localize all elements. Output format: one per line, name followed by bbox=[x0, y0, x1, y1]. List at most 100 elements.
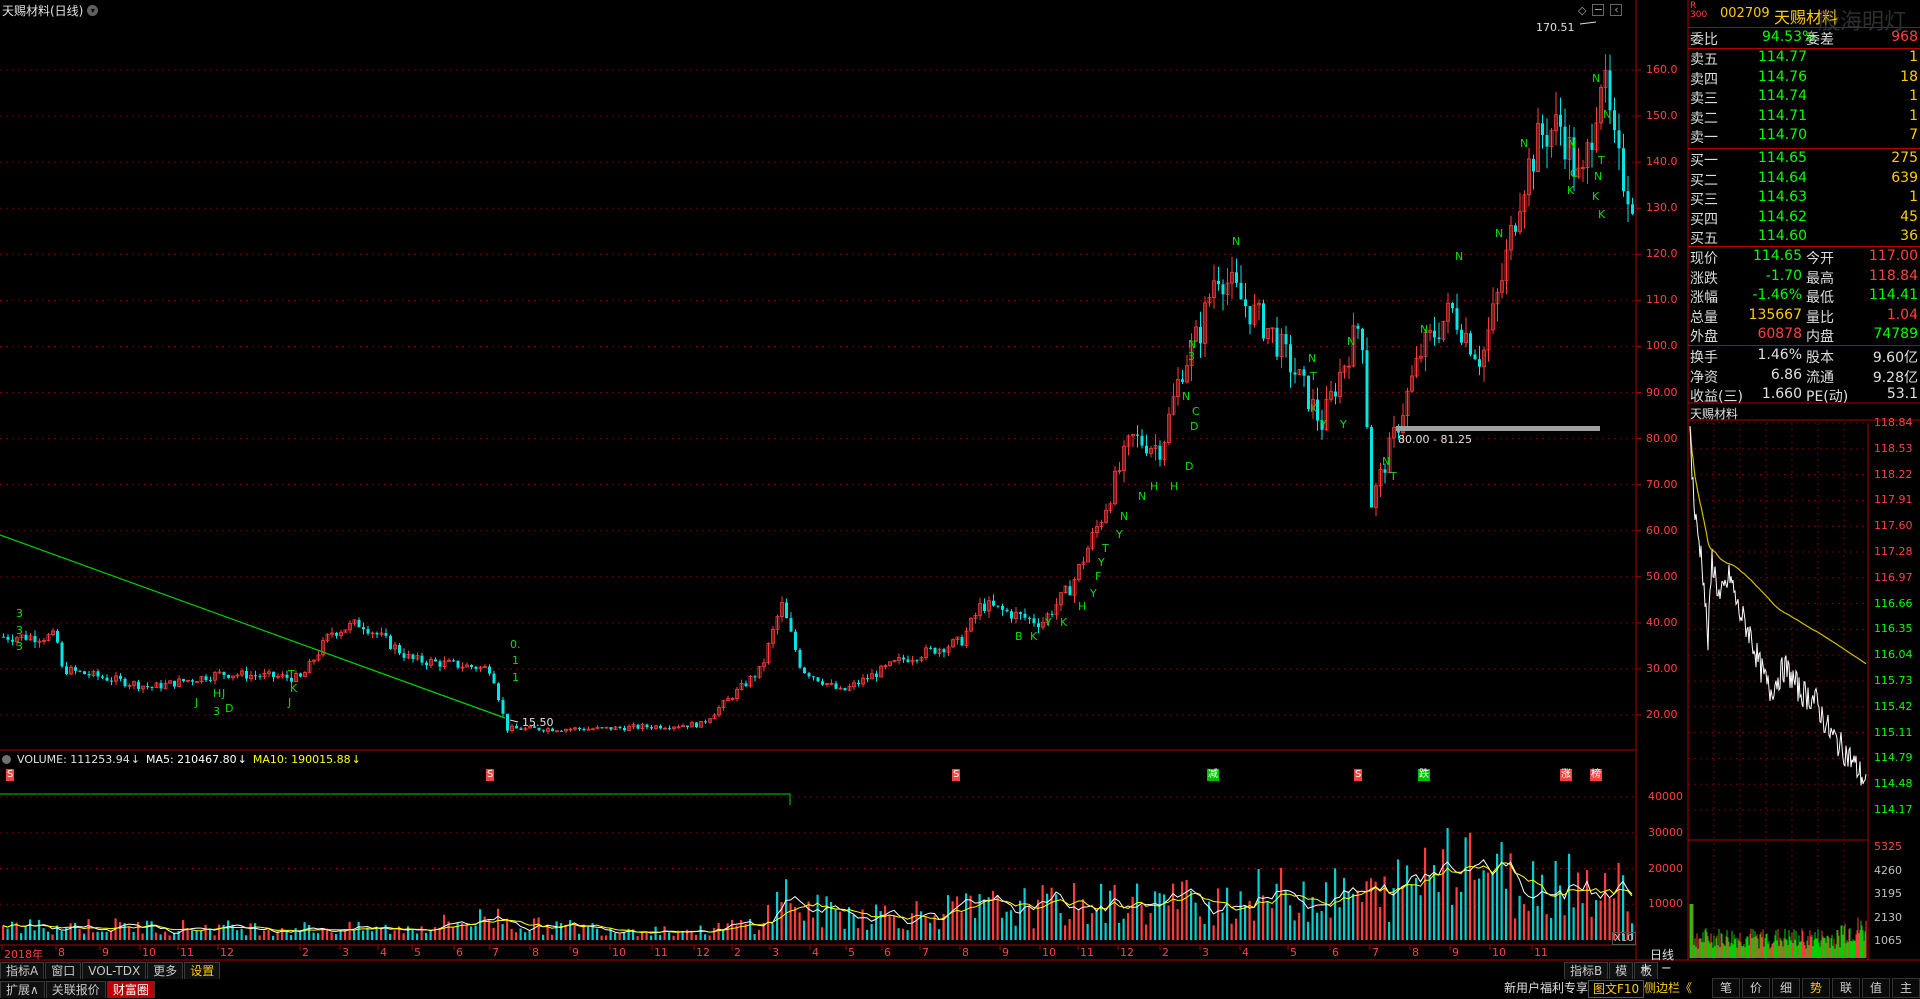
volume-bar bbox=[1518, 895, 1521, 940]
order-row[interactable]: 买五 114.60 36 bbox=[1688, 227, 1920, 247]
tab-vol-tdx[interactable]: VOL-TDX bbox=[82, 961, 147, 979]
high-price-label: 170.51 bbox=[1536, 21, 1575, 34]
volume-bar bbox=[690, 930, 693, 940]
candle-body bbox=[1014, 611, 1018, 619]
order-row[interactable]: 买二 114.64 639 bbox=[1688, 169, 1920, 189]
trend-line[interactable] bbox=[0, 534, 506, 719]
tab-bi[interactable]: 笔 bbox=[1712, 978, 1740, 998]
volume-bar bbox=[353, 930, 356, 940]
tab-settings[interactable]: 设置 bbox=[184, 961, 221, 979]
candle-body bbox=[533, 726, 536, 728]
tab-wealth-circle[interactable]: 财富圈 bbox=[106, 980, 155, 998]
order-row[interactable]: 买四 114.62 45 bbox=[1688, 208, 1920, 228]
tab-lian[interactable]: 联 bbox=[1832, 978, 1860, 998]
zoom-out-icon[interactable]: − bbox=[1660, 961, 1672, 976]
range-bar[interactable] bbox=[1396, 426, 1600, 431]
candle-body bbox=[389, 635, 392, 649]
tab-board[interactable]: 板 bbox=[1634, 961, 1659, 979]
price-tick-label: 20.00 bbox=[1646, 708, 1678, 721]
candle-body bbox=[240, 670, 244, 676]
candle-body bbox=[1167, 413, 1171, 443]
tab-indicator-b[interactable]: 指标B bbox=[1564, 961, 1609, 979]
tab-jia[interactable]: 价 bbox=[1742, 978, 1770, 998]
intraday-price-label: 116.35 bbox=[1874, 622, 1913, 636]
date-label: 11 bbox=[1080, 946, 1094, 959]
tab-more[interactable]: 更多 bbox=[147, 961, 184, 979]
tab-expand[interactable]: 扩展∧ bbox=[0, 980, 45, 998]
order-row[interactable]: 卖四 114.76 18 bbox=[1688, 68, 1920, 88]
candle-body bbox=[519, 728, 523, 730]
order-row[interactable]: 卖二 114.71 1 bbox=[1688, 107, 1920, 127]
tab-zhi[interactable]: 值 bbox=[1862, 978, 1890, 998]
order-label: 买一 bbox=[1690, 153, 1718, 169]
tab-zhu[interactable]: 主 bbox=[1892, 978, 1920, 998]
order-row[interactable]: 卖一 114.70 7 bbox=[1688, 126, 1920, 146]
signal-marker: K bbox=[290, 682, 298, 695]
candle-body bbox=[847, 686, 852, 691]
volume-bar bbox=[1311, 896, 1314, 940]
volume-bar bbox=[1356, 890, 1359, 940]
candle-body bbox=[65, 666, 68, 674]
volume-bar bbox=[600, 935, 603, 940]
volume-bar bbox=[591, 923, 594, 940]
volume-bar bbox=[1388, 921, 1391, 940]
volume-bar bbox=[1496, 853, 1499, 940]
tab-template[interactable]: 模 bbox=[1609, 961, 1634, 979]
candle-body bbox=[1500, 280, 1504, 293]
candle-body bbox=[1613, 110, 1616, 131]
order-row[interactable]: 买一 114.65 275 bbox=[1688, 149, 1920, 169]
stat-row: 涨跌 -1.70 最高 118.84 bbox=[1688, 267, 1920, 287]
candle-body bbox=[613, 726, 618, 730]
candle-body bbox=[937, 648, 942, 654]
volume-bar bbox=[978, 894, 981, 940]
candle-body bbox=[942, 649, 946, 653]
volume-bar bbox=[506, 918, 509, 940]
signal-marker: D bbox=[1190, 420, 1198, 433]
signal-marker: H bbox=[1078, 600, 1086, 613]
intraday-price-label: 114.48 bbox=[1874, 777, 1913, 791]
tab-indicator-a[interactable]: 指标A bbox=[0, 961, 45, 979]
volume-bar bbox=[1437, 892, 1440, 940]
ad-new-user[interactable]: 新用户福利专享 bbox=[1504, 981, 1589, 995]
minimize-icon[interactable]: − bbox=[1592, 3, 1605, 16]
stat-row: 外盘 60878 内盘 74789 bbox=[1688, 325, 1920, 345]
zoom-in-icon[interactable]: + bbox=[1640, 961, 1651, 976]
volume-bar bbox=[1226, 887, 1229, 940]
candle-body bbox=[272, 671, 275, 678]
volume-bar bbox=[933, 915, 936, 940]
volume-bar bbox=[866, 929, 869, 940]
volume-bar bbox=[164, 931, 167, 940]
volume-bar bbox=[384, 924, 387, 940]
settings-dot-icon[interactable] bbox=[2, 754, 11, 764]
candle-body bbox=[110, 680, 113, 682]
signal-marker: N bbox=[1455, 250, 1463, 263]
tab-related-quote[interactable]: 关联报价 bbox=[45, 980, 106, 998]
order-row[interactable]: 卖五 114.77 1 bbox=[1688, 48, 1920, 68]
volume-bar bbox=[159, 934, 162, 940]
candle-body bbox=[42, 639, 46, 642]
volume-bar bbox=[1469, 832, 1472, 940]
candle-body bbox=[973, 614, 978, 619]
chevron-down-icon[interactable]: ▾ bbox=[87, 4, 99, 16]
tab-window[interactable]: 窗口 bbox=[45, 961, 82, 979]
collapse-icon[interactable]: ‹ bbox=[1610, 4, 1623, 16]
stat-v2: 1.04 bbox=[1886, 306, 1918, 323]
volume-bar bbox=[1343, 877, 1346, 940]
candle-body bbox=[897, 657, 901, 661]
volume-bar bbox=[1347, 891, 1350, 940]
volume-bar bbox=[398, 926, 401, 940]
order-row[interactable]: 卖三 114.74 1 bbox=[1688, 87, 1920, 107]
order-row[interactable]: 买三 114.63 1 bbox=[1688, 188, 1920, 208]
signal-marker: N bbox=[1138, 490, 1146, 503]
price-tick-label: 120.0 bbox=[1646, 247, 1678, 261]
tab-shi[interactable]: 势 bbox=[1802, 978, 1830, 998]
ad-f10[interactable]: 图文F10 bbox=[1588, 980, 1645, 998]
candle-body bbox=[15, 637, 19, 643]
volume-bar bbox=[852, 914, 855, 940]
sidebar-toggle[interactable]: 侧边栏《 bbox=[1644, 981, 1693, 995]
diamond-icon[interactable]: ◇ bbox=[1578, 4, 1587, 17]
tab-xi[interactable]: 细 bbox=[1772, 978, 1800, 998]
volume-bar bbox=[1541, 874, 1544, 940]
period-label[interactable]: 日线 bbox=[1650, 948, 1675, 962]
